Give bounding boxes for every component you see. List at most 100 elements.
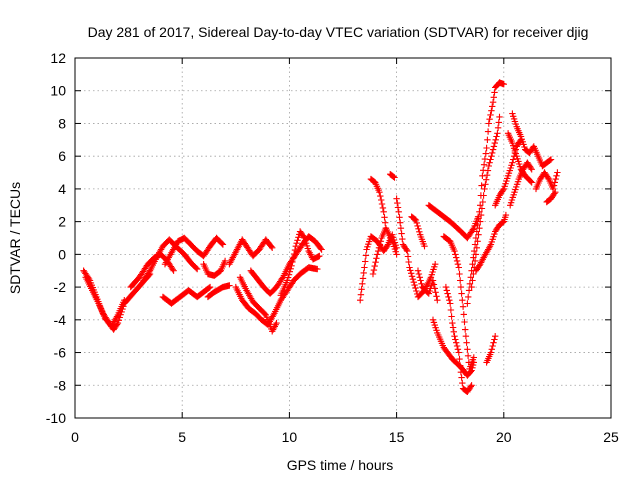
y-axis-label: SDTVAR / TECUs — [7, 182, 23, 294]
data-point — [407, 267, 414, 274]
data-point — [410, 279, 417, 286]
data-point — [362, 252, 370, 259]
data-point — [392, 248, 399, 255]
data-point — [406, 264, 413, 271]
data-point — [469, 261, 476, 268]
data-point — [478, 182, 485, 189]
data-point — [416, 274, 423, 281]
data-point — [528, 166, 535, 173]
data-point — [482, 181, 489, 188]
data-point — [391, 174, 398, 181]
data-point — [554, 169, 561, 176]
data-point — [414, 222, 421, 230]
data-point — [472, 234, 480, 242]
data-point — [462, 333, 470, 340]
data-point — [269, 244, 276, 251]
data-point — [469, 277, 476, 284]
data-point — [479, 172, 486, 179]
data-point — [470, 270, 477, 278]
data-point — [467, 383, 474, 390]
chart-title: Day 281 of 2017, Sidereal Day-to-day VTE… — [88, 24, 589, 40]
x-tick-label: 10 — [282, 429, 298, 445]
plot-frame — [74, 57, 612, 419]
data-point — [289, 258, 296, 266]
data-point — [546, 156, 554, 164]
data-point — [193, 265, 200, 272]
data-point — [434, 297, 441, 304]
data-point — [464, 352, 472, 359]
data-point — [453, 339, 460, 346]
data-point — [357, 291, 365, 298]
data-point — [395, 208, 402, 215]
data-point — [491, 336, 498, 343]
data-point — [487, 111, 494, 119]
data-point — [488, 346, 495, 353]
data-point — [457, 369, 465, 376]
data-point — [462, 326, 469, 333]
data-point — [459, 297, 466, 304]
data-point — [405, 258, 412, 266]
data-point — [285, 271, 293, 278]
y-tick-label: 10 — [50, 83, 66, 99]
data-point — [446, 297, 453, 304]
data-point — [457, 277, 464, 284]
data-point — [396, 214, 403, 221]
data-point — [273, 319, 280, 327]
y-tick-label: -4 — [54, 312, 67, 328]
data-point — [507, 164, 514, 172]
data-point — [452, 336, 459, 343]
data-point — [295, 234, 302, 241]
data-point — [490, 143, 498, 150]
data-point — [459, 379, 466, 387]
data-point — [442, 283, 450, 291]
data-point — [409, 276, 417, 283]
data-point — [484, 136, 491, 143]
data-point — [288, 262, 295, 269]
data-point — [394, 204, 402, 211]
data-point — [489, 146, 497, 153]
data-point — [449, 319, 456, 327]
data-point — [474, 221, 481, 229]
grid-lines — [75, 58, 611, 418]
data-point — [544, 174, 552, 181]
data-point — [393, 195, 400, 202]
data-point — [415, 225, 422, 232]
data-point — [455, 264, 462, 271]
data-point — [454, 261, 462, 268]
data-point — [448, 313, 455, 320]
data-point — [494, 130, 501, 137]
data-point — [503, 177, 510, 185]
data-point — [489, 103, 496, 110]
data-point — [502, 211, 510, 219]
data-point — [382, 225, 390, 232]
y-tick-label: -2 — [54, 279, 67, 295]
data-point — [479, 198, 486, 206]
y-tick-label: 0 — [58, 246, 66, 262]
data-point — [170, 267, 177, 274]
data-point — [456, 355, 463, 363]
data-point — [477, 211, 485, 219]
data-point — [457, 283, 465, 291]
data-point — [358, 286, 365, 293]
data-point — [496, 113, 503, 121]
data-point — [489, 99, 497, 106]
data-point — [121, 297, 128, 304]
data-point — [489, 149, 496, 157]
data-point — [484, 167, 492, 174]
data-point — [444, 290, 451, 297]
data-point — [376, 189, 383, 196]
data-point — [373, 255, 380, 262]
data-point — [397, 219, 404, 226]
data-point — [357, 297, 364, 304]
data-point — [464, 346, 471, 353]
data-point — [482, 150, 489, 157]
x-tick-label: 5 — [178, 429, 186, 445]
data-point — [450, 328, 457, 335]
data-point — [491, 89, 498, 96]
y-tick-label: 12 — [50, 50, 66, 66]
data-point — [453, 342, 461, 350]
data-point — [268, 243, 275, 250]
data-point — [458, 374, 465, 381]
data-point — [221, 257, 229, 265]
data-point — [481, 155, 489, 163]
